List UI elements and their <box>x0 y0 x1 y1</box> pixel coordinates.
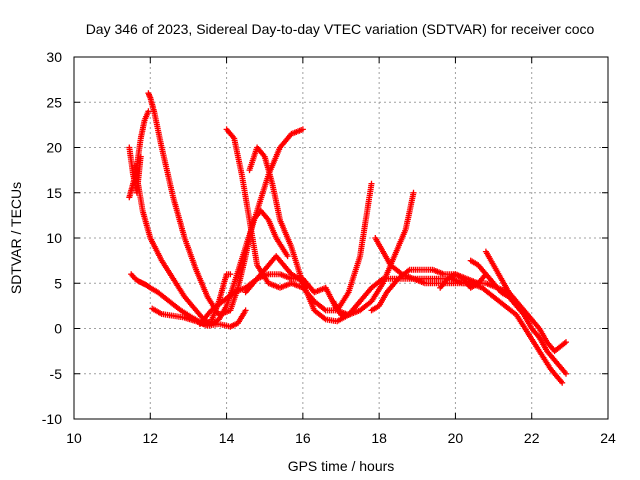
y-tick-label: -10 <box>42 411 62 427</box>
x-tick-label: 16 <box>295 430 311 446</box>
x-tick-label: 20 <box>448 430 464 446</box>
series-track-15 <box>482 248 569 355</box>
series-track-16 <box>437 271 489 291</box>
y-tick-label: 0 <box>54 321 62 337</box>
y-tick-label: -5 <box>50 366 63 382</box>
series-track-14 <box>467 257 569 377</box>
plot-frame <box>73 56 609 420</box>
y-tick-label: 10 <box>46 230 62 246</box>
chart-title: Day 346 of 2023, Sidereal Day-to-day VTE… <box>86 21 595 37</box>
y-tick-label: 5 <box>54 275 62 291</box>
series-markers <box>242 253 310 296</box>
y-tick-label: 20 <box>46 140 62 156</box>
series-track-6 <box>149 305 249 330</box>
y-tick-label: 25 <box>46 94 62 110</box>
series-markers <box>372 235 566 386</box>
x-tick-label: 14 <box>219 430 235 446</box>
grid <box>74 57 608 419</box>
series-markers <box>467 257 569 377</box>
x-tick-label: 22 <box>524 430 540 446</box>
x-tick-label: 24 <box>600 430 616 446</box>
data-series <box>126 90 569 386</box>
x-tick-label: 12 <box>142 430 158 446</box>
series-track-10 <box>242 253 310 296</box>
y-axis-ticks: -10 -5 0 5 10 15 20 25 30 <box>42 49 608 427</box>
y-axis-label: SDTVAR / TECUs <box>8 182 24 294</box>
x-tick-label: 10 <box>66 430 82 446</box>
series-markers <box>149 305 249 330</box>
x-axis-label: GPS time / hours <box>288 458 395 474</box>
series-track-13 <box>372 235 566 386</box>
series-markers <box>482 248 569 355</box>
y-tick-label: 30 <box>46 49 62 65</box>
series-markers <box>437 271 489 291</box>
y-tick-label: 15 <box>46 185 62 201</box>
x-tick-label: 18 <box>371 430 387 446</box>
